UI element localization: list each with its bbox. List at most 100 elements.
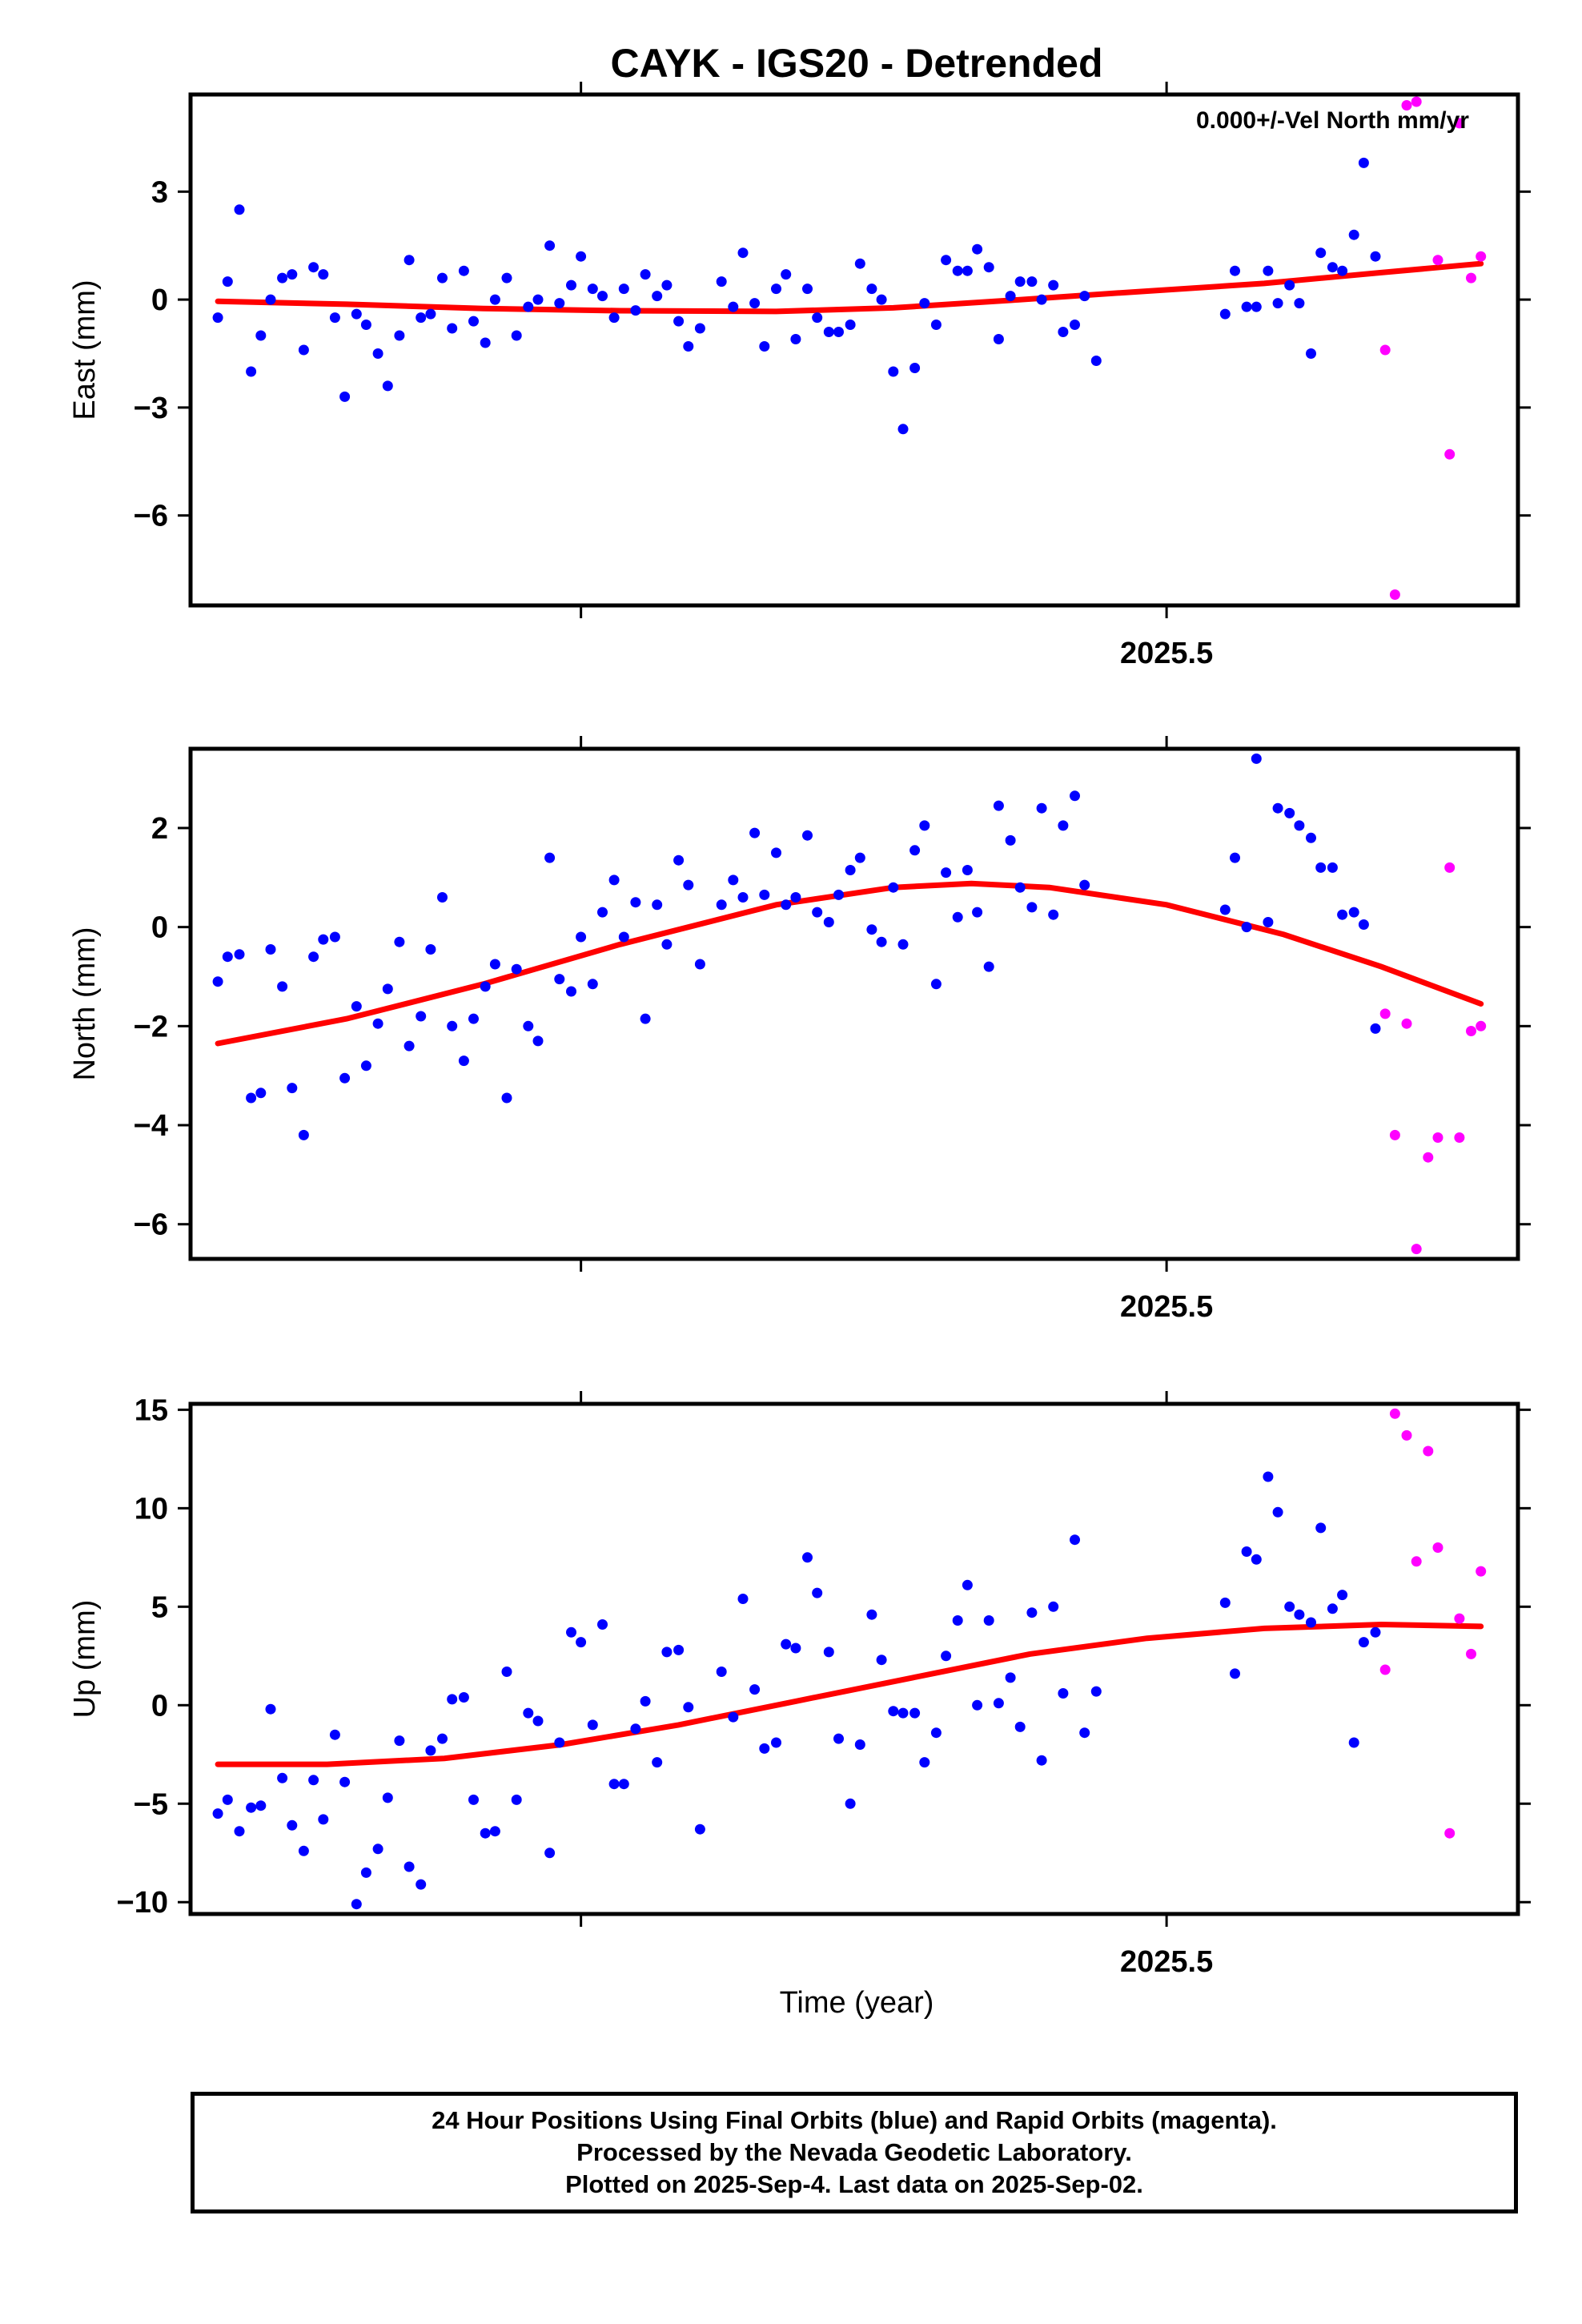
north-final-point [1005, 834, 1016, 846]
north-final-point [781, 899, 792, 911]
east-final-point [597, 291, 608, 302]
up-final-point [351, 1899, 362, 1910]
up-x-tick-label: 2025.5 [1120, 1945, 1213, 1979]
up-final-point [437, 1733, 448, 1744]
east-final-point [339, 391, 351, 402]
north-final-point [255, 1088, 267, 1099]
up-rapid-point [1389, 1408, 1400, 1419]
north-y-tick-label: −6 [134, 1208, 168, 1242]
up-final-point [425, 1745, 436, 1756]
east-panel: 3 0 −3 −6 2025.5 East (mm) [68, 82, 1531, 670]
up-final-point [298, 1845, 309, 1856]
up-final-point [759, 1743, 770, 1754]
north-final-point [1058, 820, 1069, 831]
north-final-point [329, 931, 340, 943]
east-final-point [265, 294, 276, 305]
north-final-point [425, 944, 436, 955]
up-final-point [554, 1737, 565, 1748]
up-rapid-point [1401, 1429, 1412, 1441]
up-y-tick-label: 15 [135, 1393, 168, 1427]
east-final-point [1070, 320, 1080, 330]
up-final-point [329, 1729, 340, 1740]
up-final-point [823, 1647, 834, 1658]
north-final-point [576, 931, 587, 943]
east-final-point [759, 341, 770, 352]
up-rapid-point [1411, 1556, 1422, 1567]
north-final-point [876, 936, 887, 947]
up-final-point [360, 1867, 371, 1878]
north-final-point [1348, 907, 1359, 918]
north-final-point [597, 907, 608, 918]
east-final-point [993, 334, 1004, 344]
up-final-point [447, 1694, 458, 1705]
north-final-point [673, 854, 685, 866]
up-final-point [652, 1757, 663, 1768]
up-final-point [1005, 1672, 1016, 1683]
north-final-point [277, 981, 288, 992]
east-final-point [1294, 298, 1305, 309]
east-final-point [661, 279, 673, 291]
east-final-point [1036, 294, 1047, 305]
north-plot-frame [188, 746, 1520, 1261]
north-rapid-point [1411, 1244, 1422, 1255]
east-final-point [983, 262, 994, 273]
up-rapid-point [1379, 1664, 1391, 1675]
north-final-point [265, 944, 276, 955]
up-final-point [1306, 1617, 1316, 1628]
up-rapid-point [1454, 1613, 1465, 1624]
east-final-point [1005, 291, 1016, 302]
east-final-point [437, 272, 448, 283]
north-rapid-point [1466, 1026, 1476, 1036]
east-final-point [749, 298, 761, 309]
up-final-point [222, 1794, 233, 1805]
north-y-tick-label: −2 [134, 1010, 168, 1043]
up-final-point [404, 1861, 415, 1872]
north-final-point [1241, 922, 1252, 933]
east-final-point [673, 316, 685, 327]
up-final-point [277, 1772, 288, 1783]
up-final-point [737, 1594, 749, 1604]
north-final-point [749, 827, 761, 838]
up-final-point [630, 1723, 641, 1735]
up-final-point [802, 1552, 813, 1563]
up-final-point [1284, 1601, 1295, 1612]
north-final-point [716, 899, 727, 911]
up-final-point [587, 1719, 598, 1731]
up-final-point [1070, 1534, 1080, 1546]
up-final-point [876, 1655, 887, 1666]
up-final-point [962, 1579, 973, 1590]
north-final-point [897, 939, 909, 950]
east-final-point [277, 272, 288, 283]
east-final-point [566, 279, 576, 291]
east-final-point [866, 283, 877, 295]
north-final-point [802, 830, 813, 841]
east-final-point [404, 255, 415, 266]
east-final-point [511, 330, 522, 341]
up-final-point [480, 1827, 491, 1839]
east-model-curve [215, 260, 1484, 315]
north-final-point [246, 1092, 257, 1104]
up-final-point [812, 1587, 823, 1598]
east-rapid-point [1432, 255, 1443, 266]
east-final-point [308, 262, 319, 273]
east-final-point [576, 251, 587, 262]
up-final-point [673, 1644, 685, 1655]
up-y-tick-label: 0 [151, 1689, 168, 1723]
east-final-point [1090, 356, 1102, 366]
up-final-point [716, 1667, 727, 1677]
up-final-point [897, 1707, 909, 1719]
east-final-point [640, 269, 651, 280]
up-final-point [781, 1638, 792, 1650]
up-final-point [372, 1844, 383, 1855]
footer-line-3: Plotted on 2025-Sep-4. Last data on 2025… [565, 2170, 1143, 2198]
north-final-point [962, 865, 973, 875]
north-final-point [437, 892, 448, 903]
up-model-curve [215, 1621, 1484, 1767]
north-final-point [1370, 1023, 1381, 1034]
east-final-point [1327, 262, 1338, 273]
east-final-point [1058, 327, 1069, 337]
east-final-point [962, 265, 973, 276]
east-final-point [489, 294, 500, 305]
north-final-point [404, 1040, 415, 1051]
